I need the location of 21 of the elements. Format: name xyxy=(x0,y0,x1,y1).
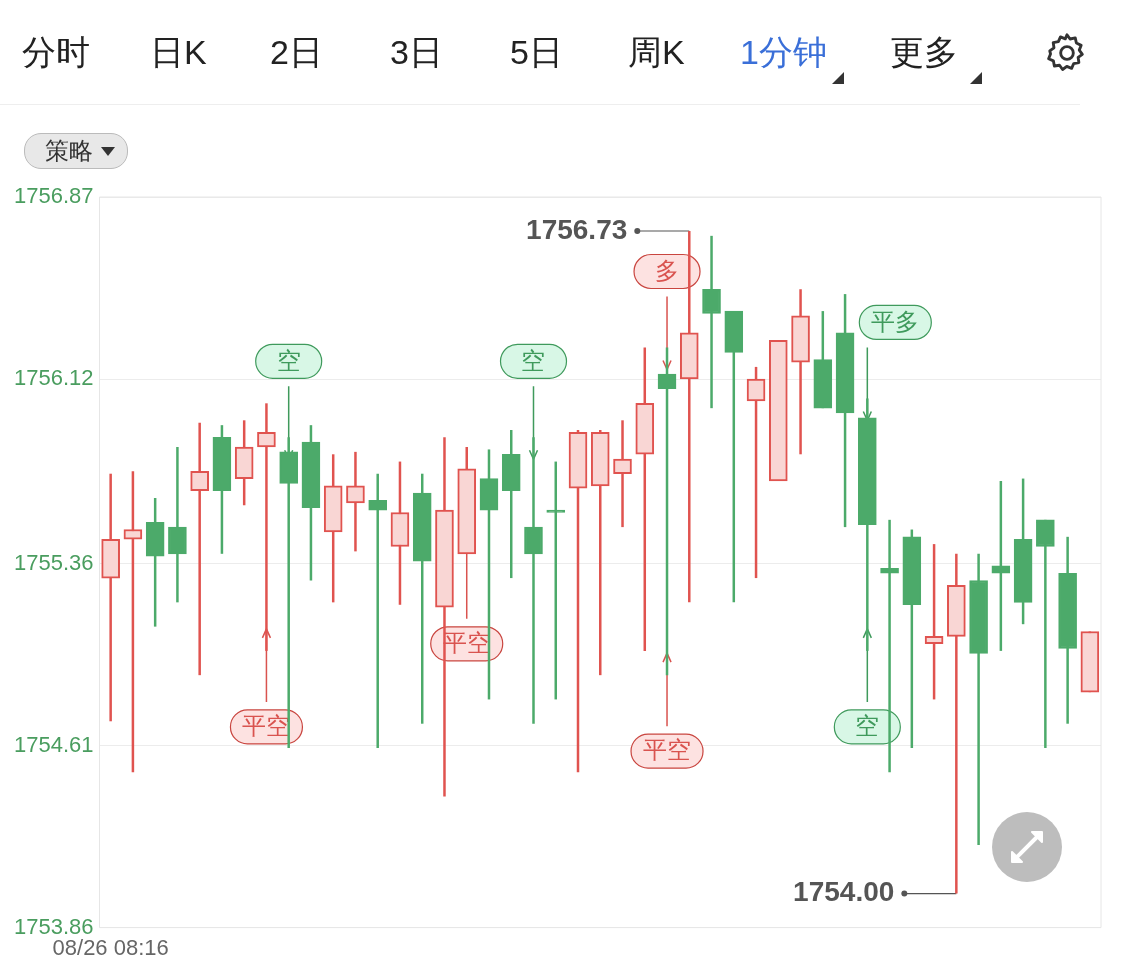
text: 策略 xyxy=(45,136,93,166)
annotation: 平空 xyxy=(643,736,692,765)
annotation: 多 xyxy=(655,256,680,285)
y-tick-label: 1755.36 xyxy=(13,549,94,575)
y-tick-label: 1754.61 xyxy=(13,731,94,757)
text: 3日 xyxy=(390,32,443,73)
annotation: 1754.00 xyxy=(793,876,895,908)
y-tick-label: 1756.12 xyxy=(13,365,94,391)
y-tick-label: 1756.87 xyxy=(13,183,94,209)
text: 1分钟 xyxy=(740,32,827,73)
text: 更多 xyxy=(890,32,958,73)
text: 日K xyxy=(150,32,207,73)
text: 周K xyxy=(628,32,685,73)
annotation: 空 xyxy=(855,712,880,741)
annotation: 空 xyxy=(521,346,546,375)
annotation: 1756.73 xyxy=(526,213,628,245)
annotation: 平多 xyxy=(871,307,920,336)
text: 5日 xyxy=(510,32,563,73)
text: 分时 xyxy=(22,32,90,73)
annotation: 空 xyxy=(276,346,301,375)
text: 2日 xyxy=(270,32,323,73)
